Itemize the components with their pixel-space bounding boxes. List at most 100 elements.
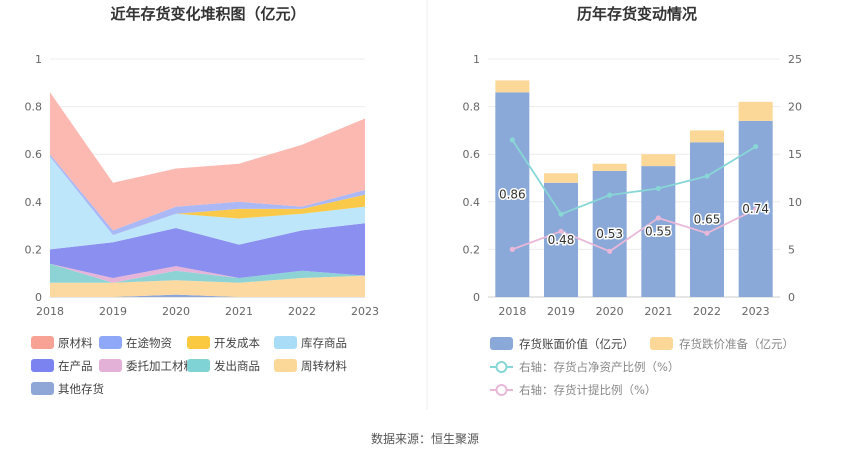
left-x-tick-label: 2019: [99, 305, 127, 318]
left-x-tick-label: 2023: [351, 305, 379, 318]
right-chart-bars: [495, 80, 773, 297]
right-right-y-tick-label: 0: [788, 291, 795, 304]
legend-label: 发出商品: [214, 359, 260, 373]
left-chart-areas: [50, 92, 365, 297]
right-x-tick-label: 2018: [498, 305, 526, 318]
left-y-tick-label: 0.8: [25, 101, 43, 114]
right-right-y-tick-label: 25: [788, 53, 802, 66]
right-left-y-tick-label: 0.2: [463, 243, 481, 256]
right-right-y-tick-label: 5: [788, 243, 795, 256]
bar-value-label: 0.86: [499, 188, 526, 202]
legend-label: 周转材料: [301, 359, 347, 373]
line-series-ratio-to-net-assets: [511, 139, 757, 216]
inventory-bar: [495, 92, 530, 297]
area-series-原材料: [50, 92, 365, 231]
area-series-库存商品: [50, 156, 365, 250]
line-point: [704, 230, 710, 236]
right-x-tick-label: 2022: [693, 305, 721, 318]
right-right-y-tick-label: 10: [788, 196, 802, 209]
right-chart-legend: 存货账面价值（亿元） 存货跌价准备（亿元）右轴：存货占净资产比例（%） 右轴：存货计…: [490, 337, 794, 397]
legend-swatch: [31, 336, 54, 349]
line-point: [655, 185, 661, 192]
impairment-bar: [592, 163, 627, 171]
legend-swatch: [31, 382, 54, 395]
line-series-provision-ratio: [511, 208, 757, 253]
bar-value-label: 0.53: [596, 227, 623, 241]
area-series-发出商品: [50, 263, 365, 283]
legend-swatch: [99, 359, 122, 372]
legend-label: 库存商品: [301, 336, 347, 350]
legend-swatch: [187, 336, 210, 349]
bar-value-label: 0.48: [548, 233, 575, 247]
bar-value-label: 0.55: [645, 225, 672, 239]
area-series-委托加工材料: [50, 263, 365, 283]
line-point: [558, 228, 564, 234]
right-right-y-tick-label: 20: [788, 101, 802, 114]
left-y-tick-label: 0.2: [25, 243, 43, 256]
inventory-bar: [544, 182, 578, 297]
legend-label: 右轴：存货计提比例（%）: [519, 383, 656, 397]
bar-value-label: 0.65: [694, 213, 721, 227]
impairment-bar: [495, 80, 530, 93]
legend-marker: [495, 361, 508, 373]
line-point: [753, 143, 759, 150]
bar-value-label: 0.74: [742, 202, 769, 216]
left-y-tick-label: 1: [35, 53, 42, 66]
legend-swatch: [187, 359, 210, 372]
legend-swatch: [274, 336, 297, 349]
area-series-周转材料: [50, 275, 365, 297]
line-point: [509, 246, 515, 252]
left-x-tick-label: 2020: [162, 305, 190, 318]
legend-marker: [495, 384, 508, 396]
legend-swatch: [31, 359, 54, 372]
left-y-tick-label: 0.4: [25, 196, 43, 209]
line-point: [558, 211, 564, 217]
legend-label: 其他存货: [58, 382, 104, 396]
left-x-tick-label: 2022: [288, 305, 316, 318]
left-chart-axis: 0 0.2 0.4 0.6 0.8 1 2018 2019 2020 2021 2022 2023: [25, 53, 380, 318]
line-point: [655, 215, 661, 221]
area-series-其他存货: [50, 294, 365, 297]
right-x-tick-label: 2023: [742, 305, 770, 318]
line-point: [753, 206, 759, 213]
left-chart-title: 近年存货变化堆积图（亿元）: [110, 5, 305, 23]
legend-label: 存货跌价准备（亿元）: [679, 337, 794, 351]
area-series-在产品: [50, 223, 365, 278]
right-right-y-tick-label: 15: [788, 148, 802, 161]
right-chart-lines: [509, 137, 759, 254]
legend-label: 右轴：存货占净资产比例（%）: [519, 360, 679, 374]
right-chart-value-labels: 0.86 0.48 0.53 0.55 0.65 0.74: [497, 186, 770, 248]
data-source-note: 数据来源：恒生聚源: [371, 431, 479, 446]
left-x-tick-label: 2018: [36, 305, 64, 318]
impairment-bar: [738, 101, 773, 121]
impairment-bar: [641, 154, 676, 167]
right-chart-title: 历年存货变动情况: [577, 5, 697, 23]
legend-swatch: [650, 337, 673, 350]
right-left-y-tick-label: 0.4: [463, 196, 481, 209]
right-x-tick-label: 2019: [547, 305, 575, 318]
right-x-tick-label: 2021: [644, 305, 672, 318]
inventory-bar: [690, 142, 724, 297]
right-left-y-tick-label: 1: [473, 53, 480, 66]
impairment-bar: [544, 173, 578, 183]
legend-label: 开发成本: [214, 336, 260, 350]
legend-label: 原材料: [58, 336, 93, 350]
legend-label: 在途物资: [126, 336, 172, 350]
legend-swatch: [274, 359, 297, 372]
legend-label: 存货账面价值（亿元）: [519, 337, 634, 351]
left-y-tick-label: 0.6: [25, 148, 43, 161]
right-left-y-tick-label: 0.6: [463, 148, 481, 161]
right-x-tick-label: 2020: [596, 305, 624, 318]
legend-label: 委托加工材料: [126, 359, 195, 373]
line-point: [509, 137, 515, 143]
right-left-y-tick-label: 0.8: [463, 101, 481, 114]
left-x-tick-label: 2021: [225, 305, 253, 318]
right-left-y-tick-label: 0: [473, 291, 480, 304]
right-chart-grid: [488, 58, 780, 298]
legend-swatch: [99, 336, 122, 349]
legend-label: 在产品: [58, 359, 93, 373]
inventory-bar: [592, 170, 627, 297]
